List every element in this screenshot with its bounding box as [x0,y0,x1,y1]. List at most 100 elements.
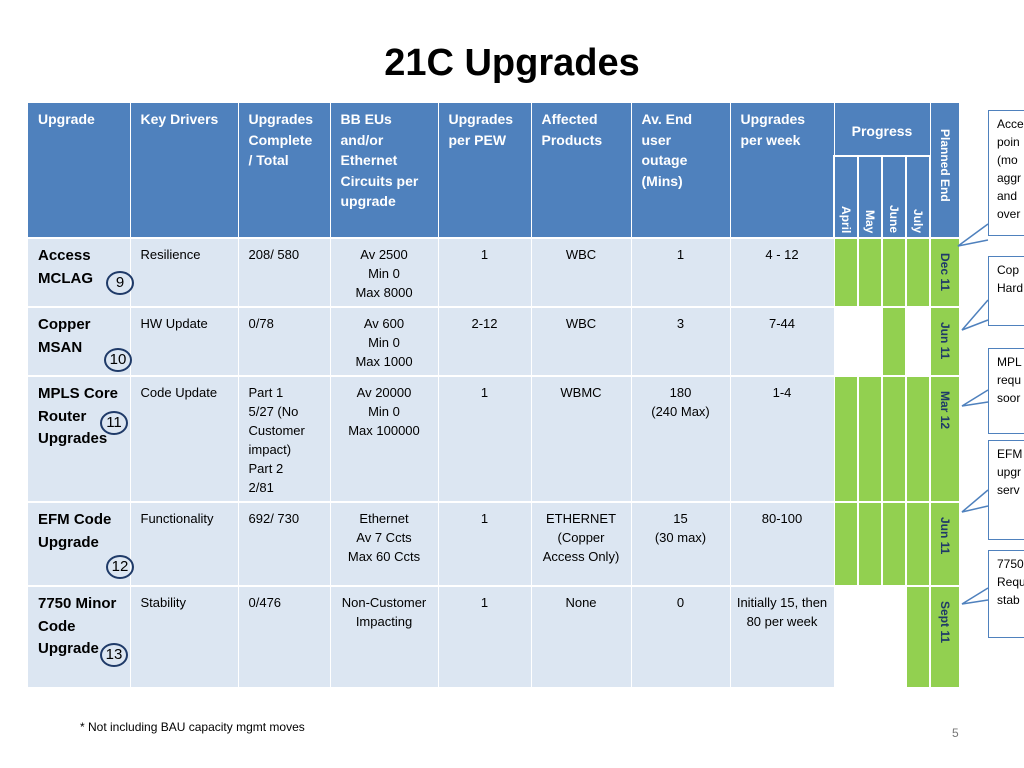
affected-products-cell: ETHERNET (Copper Access Only) [531,502,632,587]
upgrade-name-text: Access MCLAG [38,247,93,287]
progress-june [882,502,907,587]
item-number-badge: 9 [106,271,134,295]
item-number-badge: 13 [100,643,128,667]
header-affected-products: Affected Products [531,103,632,239]
per-pew-cell: 1 [438,376,532,503]
per-week-cell: Initially 15, then 80 per week [730,586,835,689]
complete-total-cell: Part 1 5/27 (No Customer impact) Part 2 … [238,376,331,503]
table-row: MPLS Core Router Upgrades 11 Code Update Pa… [28,376,959,503]
callout-pointer [961,389,989,407]
complete-total-cell: 692/ 730 [238,502,331,587]
table-row: EFM Code Upgrade 12 Functionality 692/ 730 E… [28,502,959,587]
upgrade-name: Access MCLAG 9 [38,245,134,295]
progress-may [858,502,883,587]
slide-title: 21C Upgrades [384,42,640,84]
complete-total-cell: 0/476 [238,586,331,689]
planned-end-cell: Jun 11 [930,502,959,587]
per-pew-cell: 1 [438,502,532,587]
upgrade-name: Copper MSAN 10 [38,314,132,372]
progress-june [882,586,907,689]
page-number: 5 [952,726,959,740]
bb-eus-cell: Av 2500 Min 0 Max 8000 [330,238,439,308]
header-key-drivers: Key Drivers [130,103,239,239]
upgrade-name-text: EFM Code Upgrade [38,511,112,551]
upgrade-name-text: 7750 Minor Code Upgrade [38,595,117,657]
per-pew-cell: 1 [438,238,532,308]
side-callout: MPL requ soor [988,348,1024,434]
progress-may [858,238,883,308]
item-number-badge: 12 [106,555,134,579]
per-week-cell: 4 - 12 [730,238,835,308]
progress-july [906,502,931,587]
outage-cell: 3 [631,307,731,377]
per-week-cell: 80-100 [730,502,835,587]
upgrade-name-cell: MPLS Core Router Upgrades 11 [28,376,131,503]
complete-total-cell: 208/ 580 [238,238,331,308]
progress-april [834,376,859,503]
item-number-badge: 10 [104,348,132,372]
upgrade-name-cell: 7750 Minor Code Upgrade 13 [28,586,131,689]
per-pew-cell: 2-12 [438,307,532,377]
progress-july [906,238,931,308]
footnote: * Not including BAU capacity mgmt moves [80,720,305,734]
per-week-cell: 7-44 [730,307,835,377]
per-pew-cell: 1 [438,586,532,689]
planned-end-cell: Dec 11 [930,238,959,308]
planned-end-cell: Mar 12 [930,376,959,503]
upgrade-name: MPLS Core Router Upgrades 11 [38,383,128,451]
complete-total-cell: 0/78 [238,307,331,377]
bb-eus-cell: Av 600 Min 0 Max 1000 [330,307,439,377]
progress-may [858,586,883,689]
planned-end-value: Dec 11 [938,253,952,292]
outage-cell: 180 (240 Max) [631,376,731,503]
planned-end-value: Jun 11 [938,517,952,555]
progress-july [906,586,931,689]
progress-june [882,238,907,308]
affected-products-cell: WBC [531,238,632,308]
key-driver-cell: Code Update [130,376,239,503]
bb-eus-cell: Ethernet Av 7 Ccts Max 60 Ccts [330,502,439,587]
progress-april [834,307,859,377]
side-callout: 7750 Requ stab [988,550,1024,638]
callout-pointer [957,223,989,247]
planned-end-label: Planned End [938,129,952,202]
progress-june [882,307,907,377]
upgrade-name-cell: Copper MSAN 10 [28,307,132,377]
planned-end-cell: Sept 11 [930,586,959,689]
header-bb-eus: BB EUs and/or Ethernet Circuits per upgr… [330,103,439,239]
progress-july [906,307,931,377]
upgrade-name-cell: EFM Code Upgrade 12 [28,502,134,587]
planned-end-value: Jun 11 [938,322,952,360]
header-complete-total: Upgrades Complete / Total [238,103,331,239]
affected-products-cell: None [531,586,632,689]
progress-may [858,376,883,503]
upgrade-name-text: Copper MSAN [38,316,91,356]
month-july: July [906,156,931,239]
item-number-badge: 11 [100,411,128,435]
progress-april [834,238,859,308]
month-may: May [858,156,883,239]
per-week-cell: 1-4 [730,376,835,503]
month-april: April [833,156,859,239]
affected-products-cell: WBMC [531,376,632,503]
callout-pointer [961,299,989,331]
header-per-week: Upgrades per week [730,103,835,239]
upgrade-name-cell: Access MCLAG 9 [28,238,134,308]
upgrade-name-text: MPLS Core Router Upgrades [38,385,119,447]
upgrades-table: Upgrade Key Drivers Upgrades Complete / … [28,103,960,689]
key-driver-cell: HW Update [130,307,239,377]
side-callout: Acce poin (mo aggr and over [988,110,1024,236]
callout-pointer [961,587,989,605]
bb-eus-cell: Non-Customer Impacting [330,586,439,689]
table-row: Access MCLAG 9 Resilience 208/ 580 Av 2500 M… [28,238,959,308]
key-driver-cell: Stability [130,586,239,689]
progress-may [858,307,883,377]
progress-april [834,502,859,587]
callout-pointer [961,489,989,513]
key-driver-cell: Functionality [130,502,239,587]
header-progress: Progress [834,103,931,157]
side-callout: EFM upgr serv [988,440,1024,540]
progress-june [882,376,907,503]
header-outage: Av. End user outage (Mins) [631,103,731,239]
